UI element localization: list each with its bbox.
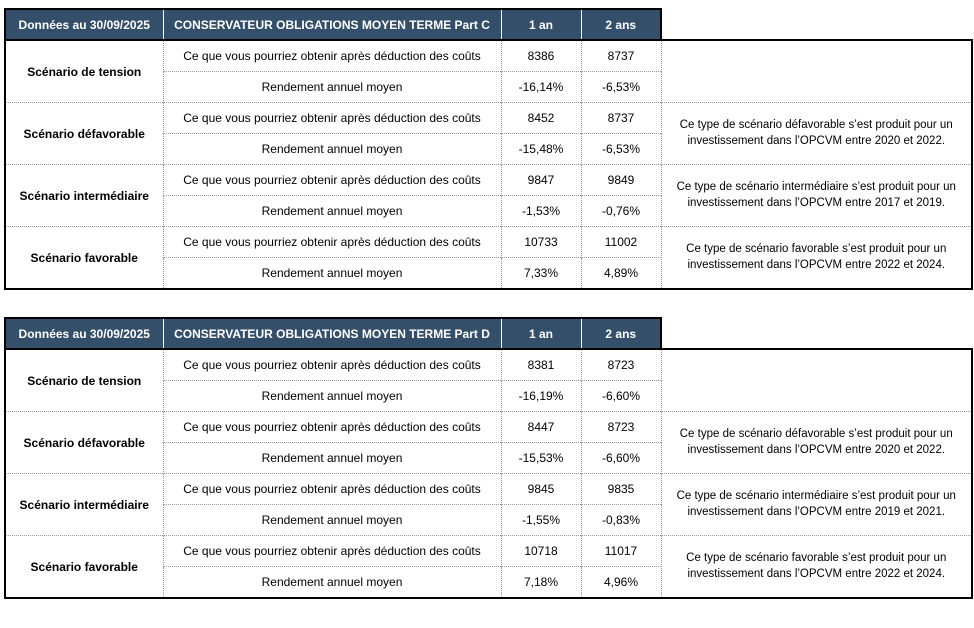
header-spacer: [661, 318, 972, 349]
performance-scenarios-table-part-d: Données au 30/09/2025 CONSERVATEUR OBLIG…: [4, 317, 973, 599]
table-row: Scénario intermédiaire Ce que vous pourr…: [4, 164, 973, 227]
col-2ans-header: 2 ans: [580, 8, 662, 41]
value-row-label: Ce que vous pourriez obtenir après déduc…: [162, 226, 501, 258]
scenario-label-favorable: Scénario favorable: [4, 535, 163, 599]
value-2ans: 9835: [580, 473, 661, 505]
value-2ans: 8723: [580, 411, 661, 443]
value-row-label: Ce que vous pourriez obtenir après déduc…: [162, 348, 501, 381]
value-1an: 9845: [500, 473, 581, 505]
table-row: Scénario défavorable Ce que vous pourrie…: [4, 411, 973, 474]
table-row: Rendement annuel moyen -1,55% -0,83%: [5, 504, 972, 536]
table-row: Scénario intermédiaire Ce que vous pourr…: [4, 473, 973, 536]
return-1an: -15,53%: [500, 442, 581, 474]
scenario-label-intermediaire: Scénario intermédiaire: [4, 164, 163, 227]
header-spacer: [661, 9, 972, 40]
value-2ans: 8737: [580, 39, 661, 72]
scenario-note-defavorable: Ce type de scénario défavorable s’est pr…: [660, 102, 973, 165]
return-row-label: Rendement annuel moyen: [162, 566, 501, 599]
scenario-label-defavorable: Scénario défavorable: [4, 411, 163, 474]
data-date-header: Données au 30/09/2025: [4, 8, 163, 41]
return-2ans: -6,53%: [580, 133, 661, 165]
return-2ans: -6,53%: [580, 71, 661, 103]
table-row: Scénario défavorable Ce que vous pourrie…: [4, 102, 973, 165]
col-1an-header: 1 an: [500, 317, 581, 350]
value-1an: 8381: [500, 348, 581, 381]
return-1an: -1,53%: [500, 195, 581, 227]
table-row: Scénario de tension Ce que vous pourriez…: [4, 39, 973, 103]
return-2ans: -0,83%: [580, 504, 661, 536]
table-row: Rendement annuel moyen -15,48% -6,53%: [5, 133, 972, 165]
table-row: Rendement annuel moyen 7,33% 4,89%: [5, 257, 972, 290]
value-2ans: 8737: [580, 102, 661, 134]
value-row-label: Ce que vous pourriez obtenir après déduc…: [162, 102, 501, 134]
return-1an: -16,19%: [500, 380, 581, 412]
scenario-label-intermediaire: Scénario intermédiaire: [4, 473, 163, 536]
value-row-label: Ce que vous pourriez obtenir après déduc…: [162, 535, 501, 567]
value-2ans: 11017: [580, 535, 661, 567]
scenario-note-tension: [660, 39, 973, 103]
data-date-header: Données au 30/09/2025: [4, 317, 163, 350]
col-2ans-header: 2 ans: [580, 317, 662, 350]
value-2ans: 9849: [580, 164, 661, 196]
scenario-label-favorable: Scénario favorable: [4, 226, 163, 290]
fund-title-header: CONSERVATEUR OBLIGATIONS MOYEN TERME Par…: [162, 317, 501, 350]
return-1an: 7,33%: [500, 257, 581, 290]
performance-scenarios-table-part-c: Données au 30/09/2025 CONSERVATEUR OBLIG…: [4, 8, 973, 290]
return-row-label: Rendement annuel moyen: [162, 504, 501, 536]
value-1an: 9847: [500, 164, 581, 196]
value-1an: 8386: [500, 39, 581, 72]
value-1an: 8447: [500, 411, 581, 443]
return-row-label: Rendement annuel moyen: [162, 133, 501, 165]
return-2ans: 4,89%: [580, 257, 661, 290]
return-1an: 7,18%: [500, 566, 581, 599]
fund-title-header: CONSERVATEUR OBLIGATIONS MOYEN TERME Par…: [162, 8, 501, 41]
scenario-note-intermediaire: Ce type de scénario intermédiaire s’est …: [660, 473, 973, 536]
value-row-label: Ce que vous pourriez obtenir après déduc…: [162, 411, 501, 443]
return-2ans: -6,60%: [580, 442, 661, 474]
scenario-note-defavorable: Ce type de scénario défavorable s’est pr…: [660, 411, 973, 474]
return-row-label: Rendement annuel moyen: [162, 71, 501, 103]
return-1an: -1,55%: [500, 504, 581, 536]
scenario-note-favorable: Ce type de scénario favorable s’est prod…: [660, 226, 973, 290]
return-1an: -16,14%: [500, 71, 581, 103]
value-1an: 10718: [500, 535, 581, 567]
return-2ans: 4,96%: [580, 566, 661, 599]
table-row: Rendement annuel moyen -15,53% -6,60%: [5, 442, 972, 474]
table-row: Scénario favorable Ce que vous pourriez …: [4, 535, 973, 599]
page: Données au 30/09/2025 CONSERVATEUR OBLIG…: [4, 8, 973, 599]
table-row: Rendement annuel moyen -16,14% -6,53%: [5, 71, 972, 103]
table-row: Scénario favorable Ce que vous pourriez …: [4, 226, 973, 290]
value-row-label: Ce que vous pourriez obtenir après déduc…: [162, 473, 501, 505]
value-1an: 8452: [500, 102, 581, 134]
scenario-note-favorable: Ce type de scénario favorable s’est prod…: [660, 535, 973, 599]
table-row: Scénario de tension Ce que vous pourriez…: [4, 348, 973, 412]
return-row-label: Rendement annuel moyen: [162, 257, 501, 290]
value-row-label: Ce que vous pourriez obtenir après déduc…: [162, 164, 501, 196]
return-2ans: -0,76%: [580, 195, 661, 227]
value-1an: 10733: [500, 226, 581, 258]
table-row: Rendement annuel moyen 7,18% 4,96%: [5, 566, 972, 599]
scenario-note-intermediaire: Ce type de scénario intermédiaire s’est …: [660, 164, 973, 227]
value-2ans: 8723: [580, 348, 661, 381]
header-row: Données au 30/09/2025 CONSERVATEUR OBLIG…: [4, 317, 972, 350]
table-row: Rendement annuel moyen -1,53% -0,76%: [5, 195, 972, 227]
return-row-label: Rendement annuel moyen: [162, 195, 501, 227]
return-row-label: Rendement annuel moyen: [162, 442, 501, 474]
value-2ans: 11002: [580, 226, 661, 258]
col-1an-header: 1 an: [500, 8, 581, 41]
scenario-label-tension: Scénario de tension: [4, 39, 163, 103]
return-2ans: -6,60%: [580, 380, 661, 412]
value-row-label: Ce que vous pourriez obtenir après déduc…: [162, 39, 501, 72]
return-1an: -15,48%: [500, 133, 581, 165]
scenario-label-defavorable: Scénario défavorable: [4, 102, 163, 165]
return-row-label: Rendement annuel moyen: [162, 380, 501, 412]
scenario-label-tension: Scénario de tension: [4, 348, 163, 412]
header-row: Données au 30/09/2025 CONSERVATEUR OBLIG…: [4, 8, 972, 41]
scenario-note-tension: [660, 348, 973, 412]
table-row: Rendement annuel moyen -16,19% -6,60%: [5, 380, 972, 412]
